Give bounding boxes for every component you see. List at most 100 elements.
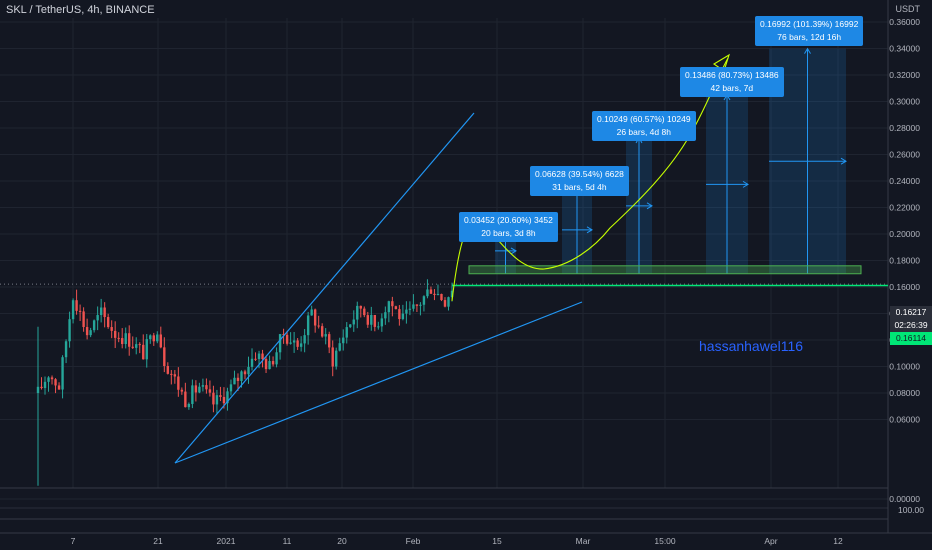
candle-body [426, 289, 429, 297]
measure-label-1-line2: 20 bars, 3d 8h [481, 228, 536, 238]
x-tick-label: 7 [71, 536, 76, 546]
support-zone [468, 265, 862, 275]
candle-body [282, 334, 285, 336]
candle-body [331, 347, 334, 367]
candle-body [373, 314, 377, 327]
candle-body [92, 320, 96, 331]
candle-body [356, 305, 359, 320]
candle-body [299, 343, 303, 347]
lower-trendline [174, 301, 583, 464]
candle-body [229, 384, 233, 392]
candle-body [433, 293, 436, 295]
candle-body [387, 301, 391, 313]
measure-arrowhead [510, 247, 517, 255]
candle-body [222, 396, 226, 404]
candle-body [40, 386, 43, 389]
candle-body [135, 344, 138, 348]
candle-body [380, 318, 384, 327]
support-level-label: 0.16114 [890, 332, 932, 345]
candle-body [50, 377, 54, 380]
measure-label-4[interactable]: 0.13486 (80.73%) 13486 42 bars, 7d [680, 67, 784, 97]
y-tick-label: 0.06000 [889, 415, 920, 425]
candle-body [173, 374, 177, 377]
candle-body [257, 353, 261, 360]
candle-body [187, 403, 191, 408]
bottom-pane-value: 100.00 [890, 504, 932, 516]
candles [36, 279, 454, 486]
y-tick-label: 0.22000 [889, 203, 920, 213]
candle-body [243, 371, 247, 375]
candle-body [303, 335, 306, 344]
candle-body [443, 300, 447, 307]
measure-arrowhead [840, 157, 847, 165]
measure-label-3-line1: 0.10249 (60.57%) 10249 [597, 114, 691, 124]
candle-body [275, 352, 278, 365]
candle-body [359, 305, 362, 309]
y-tick-label: 0.08000 [889, 388, 920, 398]
x-tick-label: Mar [576, 536, 591, 546]
candle-body [415, 304, 419, 306]
candle-body [261, 353, 264, 360]
candle-body [131, 346, 134, 348]
candle-body [201, 385, 205, 387]
candle-body [113, 330, 117, 338]
candle-body [121, 338, 124, 345]
candle-body [377, 326, 380, 328]
candle-body [138, 344, 141, 346]
candle-body [89, 330, 92, 336]
candle-body [233, 377, 236, 385]
candle-body [285, 334, 289, 344]
candle-body [271, 361, 275, 365]
x-tick-label: Apr [764, 536, 777, 546]
candle-body [419, 304, 422, 306]
candle-body [398, 309, 401, 320]
candle-body [349, 324, 352, 328]
candle-body [401, 313, 405, 320]
candle-body [78, 310, 82, 312]
candle-body [306, 315, 310, 336]
candle-body [429, 289, 433, 294]
time-axis[interactable]: 7 21 2021 11 20 Feb 15 Mar 15:00 Apr 12 [71, 536, 843, 546]
candle-body [75, 300, 78, 311]
candle-body [156, 334, 159, 342]
measure-label-3-line2: 26 bars, 4d 8h [616, 127, 671, 137]
measure-label-5-line1: 0.16992 (101.39%) 16992 [760, 19, 859, 29]
candle-body [212, 392, 215, 405]
candle-body [68, 319, 71, 342]
candle-body [268, 361, 271, 370]
candle-body [226, 391, 229, 404]
axis-unit-label: USDT [895, 4, 921, 14]
x-tick-label: 21 [153, 536, 163, 546]
price-axis[interactable]: 0.36000 0.34000 0.32000 0.30000 0.28000 0.260… [889, 17, 920, 504]
candle-body [142, 344, 145, 360]
x-tick-label: 2021 [217, 536, 236, 546]
x-tick-label: Feb [406, 536, 421, 546]
y-tick-label: 0.18000 [889, 256, 920, 266]
candle-body [198, 386, 201, 393]
candle-body [422, 296, 426, 305]
candle-body [384, 312, 387, 319]
candle-body [264, 359, 268, 370]
candle-body [310, 309, 313, 316]
measure-label-3[interactable]: 0.10249 (60.57%) 10249 26 bars, 4d 8h [592, 111, 696, 141]
measure-label-4-line1: 0.13486 (80.73%) 13486 [685, 70, 779, 80]
measure-label-2[interactable]: 0.06628 (39.54%) 6628 31 bars, 5d 4h [530, 166, 629, 196]
candle-body [342, 337, 345, 344]
measure-label-1[interactable]: 0.03452 (20.60%) 3452 20 bars, 3d 8h [459, 212, 558, 242]
x-tick-label: 11 [283, 536, 292, 546]
candle-body [103, 307, 106, 318]
candle-body [247, 366, 250, 375]
candle-body [71, 300, 75, 320]
candle-body [324, 334, 327, 337]
candle-body [110, 327, 113, 331]
measure-label-2-line1: 0.06628 (39.54%) 6628 [535, 169, 624, 179]
candle-body [180, 389, 184, 392]
candle-body [370, 314, 373, 325]
y-tick-label: 0.28000 [889, 123, 920, 133]
candle-body [205, 385, 208, 390]
measure-label-5[interactable]: 0.16992 (101.39%) 16992 76 bars, 12d 16h [755, 16, 864, 46]
candle-body [177, 376, 180, 390]
bar-countdown-label: 02:26:39 [890, 319, 932, 332]
measure-label-5-line2: 76 bars, 12d 16h [777, 32, 842, 42]
